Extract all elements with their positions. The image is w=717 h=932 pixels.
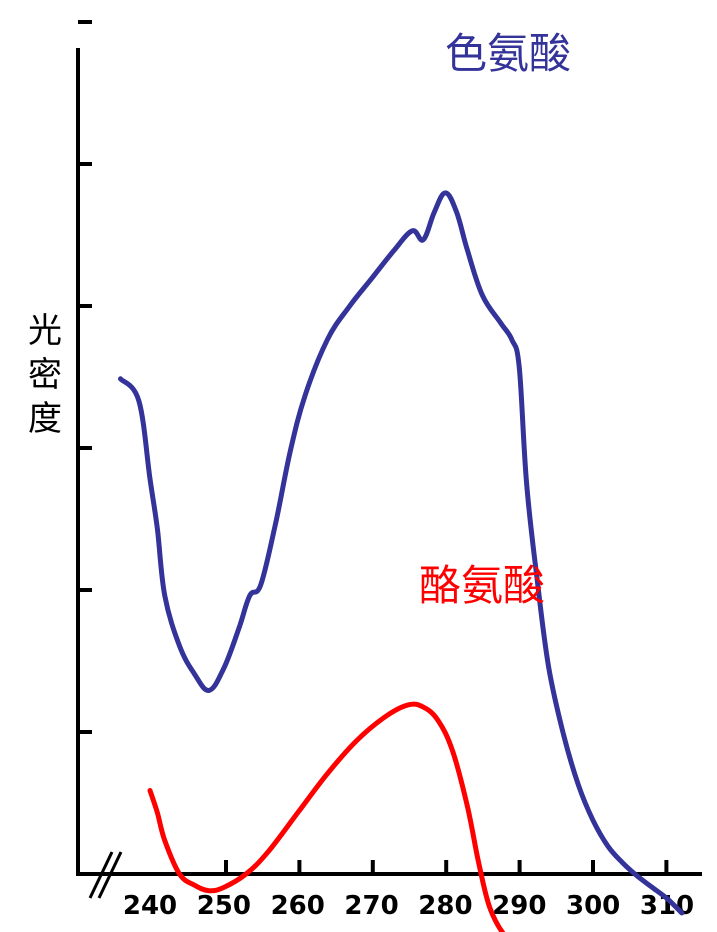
x-tick-label: 270: [344, 891, 398, 921]
y-axis-label-char: 度: [28, 399, 62, 439]
axes: [76, 48, 702, 899]
x-tick-label: 250: [197, 891, 251, 921]
series-layer: [118, 190, 685, 932]
x-tick-label: 280: [418, 891, 472, 921]
y-ticks: [78, 20, 92, 734]
y-axis-label-char: 密: [28, 355, 62, 395]
x-ticks: 240 250 260 270 280 290 300 310: [123, 860, 694, 921]
y-axis-label-char: 光: [28, 311, 62, 351]
x-tick-label: 260: [271, 891, 325, 921]
series-label-tyrosine: 酪氨酸: [419, 561, 545, 610]
series-label-tryptophan: 色氨酸: [445, 29, 571, 78]
series-line-tryptophan: [118, 190, 685, 916]
x-axis-break-mark: [88, 851, 123, 899]
series-line-tyrosine: [147, 701, 506, 932]
y-axis-label: 光密度: [28, 311, 62, 439]
x-tick-label: 300: [566, 891, 620, 921]
x-tick-label: 240: [123, 891, 177, 921]
x-tick-label: 290: [492, 891, 546, 921]
